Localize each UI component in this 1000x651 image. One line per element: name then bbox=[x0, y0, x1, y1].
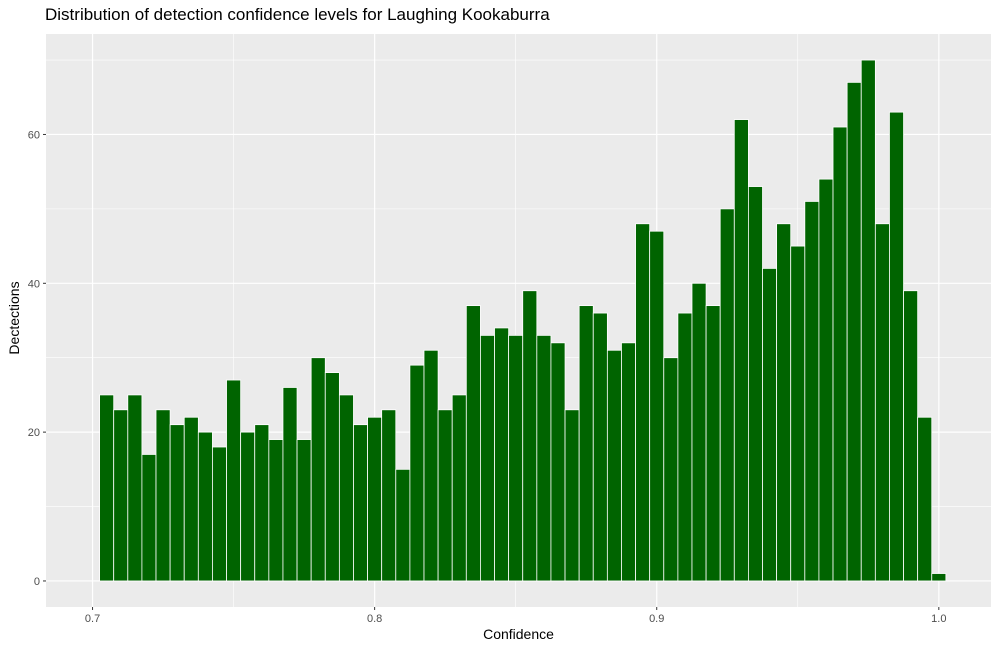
x-tick-label: 1.0 bbox=[931, 613, 946, 625]
histogram-bar bbox=[183, 416, 199, 582]
histogram-bar bbox=[790, 245, 806, 582]
histogram-bar bbox=[635, 223, 651, 582]
x-tick-label: 0.7 bbox=[85, 613, 100, 625]
histogram-bar bbox=[324, 372, 340, 582]
histogram-bar bbox=[197, 431, 213, 582]
histogram-bar bbox=[437, 409, 453, 582]
histogram-bar bbox=[494, 327, 510, 582]
histogram-bar bbox=[889, 111, 904, 582]
y-tick-label: 40 bbox=[28, 278, 40, 290]
histogram-bar bbox=[748, 186, 763, 582]
histogram-bar bbox=[860, 59, 876, 582]
y-tick-label: 20 bbox=[28, 427, 40, 439]
histogram-bar bbox=[113, 409, 129, 582]
histogram-bar bbox=[282, 387, 298, 582]
histogram-bar bbox=[931, 573, 947, 582]
y-tick-label: 0 bbox=[34, 576, 40, 588]
histogram-bar bbox=[465, 305, 481, 582]
histogram-bar bbox=[141, 454, 157, 582]
histogram-bar bbox=[550, 342, 566, 582]
histogram-bar bbox=[367, 416, 383, 582]
histogram-bar bbox=[268, 439, 284, 582]
histogram-bar bbox=[381, 409, 397, 582]
histogram-bar bbox=[917, 416, 933, 582]
y-tick-label: 60 bbox=[28, 129, 40, 141]
y-axis-title: Dectections bbox=[6, 281, 22, 355]
histogram-bar bbox=[649, 230, 665, 582]
histogram-bar bbox=[733, 119, 749, 582]
histogram-bar bbox=[212, 446, 227, 582]
histogram-bar bbox=[296, 439, 312, 582]
histogram-bar bbox=[310, 357, 326, 582]
histogram-bar bbox=[409, 364, 425, 582]
histogram-bar bbox=[451, 394, 467, 582]
histogram-bar bbox=[719, 208, 735, 582]
histogram-bar bbox=[832, 126, 848, 582]
histogram-bar bbox=[804, 201, 820, 582]
histogram-bar bbox=[621, 342, 636, 582]
histogram-bar bbox=[592, 312, 608, 582]
histogram-bar bbox=[578, 305, 594, 582]
histogram-bar bbox=[338, 394, 354, 582]
histogram-bar bbox=[127, 394, 143, 582]
x-axis-title: Confidence bbox=[483, 626, 554, 642]
histogram-bar bbox=[522, 290, 538, 582]
histogram-bar bbox=[155, 409, 171, 582]
histogram-bar bbox=[846, 81, 862, 582]
histogram-bar bbox=[254, 424, 270, 582]
histogram-bar bbox=[169, 424, 185, 582]
histogram-bar bbox=[705, 305, 721, 582]
histogram-bar bbox=[536, 334, 552, 582]
histogram-bar bbox=[776, 223, 792, 582]
histogram-bar bbox=[353, 424, 368, 582]
histogram-bar bbox=[240, 431, 256, 582]
histogram-bar bbox=[903, 290, 919, 582]
histogram-bar bbox=[423, 349, 439, 582]
histogram-bar bbox=[480, 334, 495, 582]
histogram-bar bbox=[508, 334, 524, 582]
histogram-bar bbox=[874, 223, 890, 582]
chart-title: Distribution of detection confidence lev… bbox=[45, 5, 550, 24]
histogram-bar bbox=[762, 268, 778, 582]
histogram-bar bbox=[395, 468, 411, 582]
histogram-bar bbox=[691, 282, 707, 582]
histogram-bar bbox=[226, 379, 242, 582]
histogram-bar bbox=[677, 312, 693, 582]
histogram-bar bbox=[99, 394, 115, 582]
histogram-bar bbox=[564, 409, 580, 582]
x-tick-label: 0.9 bbox=[649, 613, 664, 625]
histogram-bar bbox=[818, 178, 834, 582]
histogram-bar bbox=[663, 357, 679, 582]
x-tick-label: 0.8 bbox=[367, 613, 382, 625]
histogram-bar bbox=[606, 349, 622, 582]
